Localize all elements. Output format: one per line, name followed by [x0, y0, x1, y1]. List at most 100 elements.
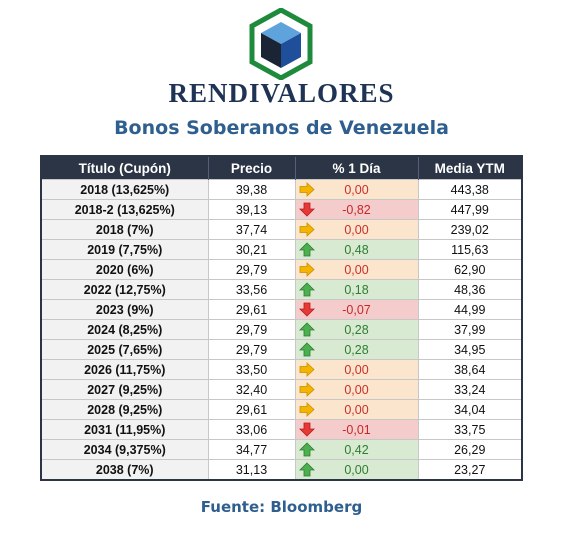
- bond-title: 2026 (11,75%): [40, 359, 209, 380]
- table-row: 2023 (9%) 29,61 -0,07 44,99: [40, 299, 523, 320]
- change-value: 0,00: [344, 362, 369, 377]
- hexagon-cube-logo: [249, 8, 313, 80]
- change-value: 0,42: [344, 442, 369, 457]
- change-value: 0,00: [344, 222, 369, 237]
- bond-media-ytm: 48,36: [417, 279, 523, 300]
- bond-title: 2018 (13,625%): [40, 179, 209, 200]
- bond-title: 2019 (7,75%): [40, 239, 209, 260]
- bond-daily-change: -0,07: [294, 299, 419, 320]
- table-row: 2038 (7%) 31,13 0,00 23,27: [40, 459, 523, 481]
- change-value: 0,00: [344, 462, 369, 477]
- bond-media-ytm: 44,99: [417, 299, 523, 320]
- bond-price: 29,61: [207, 399, 296, 420]
- bond-daily-change: 0,00: [294, 379, 419, 400]
- change-value: 0,00: [344, 262, 369, 277]
- bond-title: 2020 (6%): [40, 259, 209, 280]
- bond-price: 39,13: [207, 199, 296, 220]
- bond-title: 2028 (9,25%): [40, 399, 209, 420]
- bond-media-ytm: 443,38: [417, 179, 523, 200]
- bond-title: 2022 (12,75%): [40, 279, 209, 300]
- bond-title: 2027 (9,25%): [40, 379, 209, 400]
- bond-media-ytm: 37,99: [417, 319, 523, 340]
- change-value: 0,00: [344, 402, 369, 417]
- down-arrow-icon: [298, 202, 315, 217]
- bond-daily-change: 0,28: [294, 339, 419, 360]
- up-arrow-icon: [298, 442, 315, 457]
- table-row: 2018 (13,625%) 39,38 0,00 443,38: [40, 179, 523, 200]
- down-arrow-icon: [298, 302, 315, 317]
- change-value: -0,07: [342, 302, 371, 317]
- bond-daily-change: -0,01: [294, 419, 419, 440]
- table-row: 2018-2 (13,625%) 39,13 -0,82 447,99: [40, 199, 523, 220]
- bond-title: 2034 (9,375%): [40, 439, 209, 460]
- bond-title: 2038 (7%): [40, 459, 209, 481]
- change-value: 0,28: [344, 342, 369, 357]
- bond-daily-change: 0,00: [294, 399, 419, 420]
- up-arrow-icon: [298, 282, 315, 297]
- table-row: 2027 (9,25%) 32,40 0,00 33,24: [40, 379, 523, 400]
- bond-daily-change: 0,00: [294, 259, 419, 280]
- source-note: Fuente: Bloomberg: [200, 498, 363, 516]
- bond-media-ytm: 38,64: [417, 359, 523, 380]
- bond-media-ytm: 34,95: [417, 339, 523, 360]
- bond-media-ytm: 33,24: [417, 379, 523, 400]
- bond-media-ytm: 23,27: [417, 459, 523, 481]
- table-row: 2024 (8,25%) 29,79 0,28 37,99: [40, 319, 523, 340]
- table-row: 2028 (9,25%) 29,61 0,00 34,04: [40, 399, 523, 420]
- bond-title: 2018 (7%): [40, 219, 209, 240]
- brand-name: RENDIVALORES: [168, 78, 395, 108]
- bond-daily-change: 0,00: [294, 459, 419, 481]
- change-value: 0,28: [344, 322, 369, 337]
- bond-title: 2023 (9%): [40, 299, 209, 320]
- bond-price: 33,56: [207, 279, 296, 300]
- table-row: 2026 (11,75%) 33,50 0,00 38,64: [40, 359, 523, 380]
- column-header-precio: Precio: [208, 156, 296, 180]
- bond-daily-change: 0,28: [294, 319, 419, 340]
- bond-price: 30,21: [207, 239, 296, 260]
- bond-daily-change: 0,18: [294, 279, 419, 300]
- up-arrow-icon: [298, 342, 315, 357]
- up-arrow-icon: [298, 462, 315, 477]
- bond-title: 2018-2 (13,625%): [40, 199, 209, 220]
- bond-media-ytm: 26,29: [417, 439, 523, 460]
- bonds-table: Título (Cupón) Precio % 1 Día Media YTM …: [40, 155, 523, 481]
- bond-media-ytm: 447,99: [417, 199, 523, 220]
- bond-price: 37,74: [207, 219, 296, 240]
- table-row: 2034 (9,375%) 34,77 0,42 26,29: [40, 439, 523, 460]
- down-arrow-icon: [298, 422, 315, 437]
- right-arrow-icon: [299, 222, 315, 237]
- bond-price: 29,61: [207, 299, 296, 320]
- up-arrow-icon: [298, 242, 315, 257]
- bond-price: 29,79: [207, 259, 296, 280]
- change-value: 0,00: [344, 382, 369, 397]
- bond-media-ytm: 62,90: [417, 259, 523, 280]
- column-header-media-ytm: Media YTM: [418, 156, 522, 180]
- bond-daily-change: 0,42: [294, 439, 419, 460]
- bond-price: 31,13: [207, 459, 296, 481]
- up-arrow-icon: [298, 322, 315, 337]
- table-row: 2020 (6%) 29,79 0,00 62,90: [40, 259, 523, 280]
- table-row: 2018 (7%) 37,74 0,00 239,02: [40, 219, 523, 240]
- right-arrow-icon: [299, 362, 315, 377]
- bond-price: 32,40: [207, 379, 296, 400]
- right-arrow-icon: [299, 182, 315, 197]
- right-arrow-icon: [299, 382, 315, 397]
- bond-title: 2031 (11,95%): [40, 419, 209, 440]
- bond-daily-change: 0,00: [294, 359, 419, 380]
- change-value: -0,82: [342, 202, 371, 217]
- bond-price: 39,38: [207, 179, 296, 200]
- bond-title: 2024 (8,25%): [40, 319, 209, 340]
- bond-daily-change: -0,82: [294, 199, 419, 220]
- bond-daily-change: 0,00: [294, 179, 419, 200]
- bond-media-ytm: 34,04: [417, 399, 523, 420]
- bond-media-ytm: 239,02: [417, 219, 523, 240]
- bond-price: 33,50: [207, 359, 296, 380]
- bond-price: 29,79: [207, 319, 296, 340]
- bond-media-ytm: 33,75: [417, 419, 523, 440]
- change-value: 0,18: [344, 282, 369, 297]
- bond-daily-change: 0,48: [294, 239, 419, 260]
- change-value: 0,48: [344, 242, 369, 257]
- bond-media-ytm: 115,63: [417, 239, 523, 260]
- change-value: 0,00: [344, 182, 369, 197]
- right-arrow-icon: [299, 402, 315, 417]
